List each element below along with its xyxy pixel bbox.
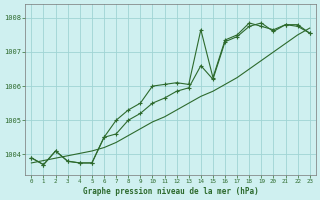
X-axis label: Graphe pression niveau de la mer (hPa): Graphe pression niveau de la mer (hPa): [83, 187, 259, 196]
